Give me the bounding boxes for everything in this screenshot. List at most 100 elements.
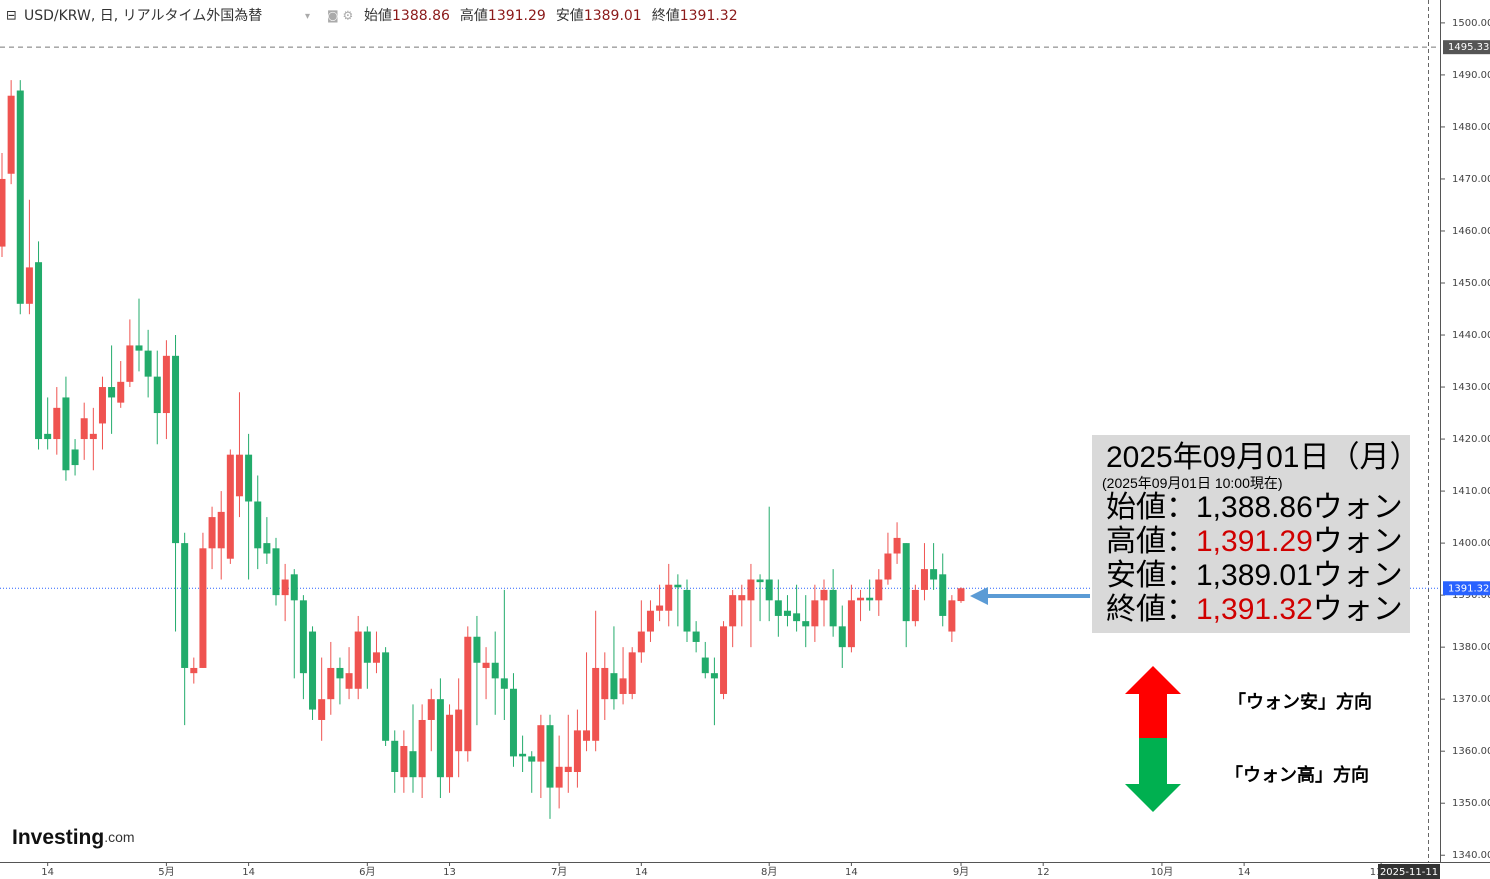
candle-body	[53, 407, 61, 440]
candle-body	[911, 589, 919, 622]
candle-body	[16, 90, 24, 304]
candle-body	[290, 574, 298, 601]
candle-body	[683, 589, 691, 632]
candle-body	[948, 600, 956, 632]
y-tick-label: 1470.00	[1452, 174, 1490, 185]
cursor-date: 2025-11-11	[1380, 867, 1438, 878]
info-value: 1,391.29	[1196, 525, 1313, 558]
candle-body	[701, 657, 709, 674]
candle-body	[720, 626, 728, 694]
info-sep: ：	[1166, 593, 1196, 626]
x-tick-label: 14	[41, 867, 54, 878]
candle-body	[0, 178, 6, 247]
candle-body	[299, 600, 307, 674]
candle-body	[601, 667, 609, 700]
candle-body	[674, 584, 682, 588]
y-tick-label: 1430.00	[1452, 382, 1490, 393]
candle-body	[235, 454, 243, 497]
candle-body	[126, 345, 134, 382]
ohlc-label: 終値	[652, 8, 680, 24]
candle-body	[318, 699, 326, 720]
candle-body	[656, 605, 664, 611]
candle-body	[427, 699, 435, 720]
ohlc-value: 1391.32	[680, 8, 738, 24]
y-tick-label: 1490.00	[1452, 70, 1490, 81]
x-tick-label: 6月	[359, 866, 375, 878]
y-tick-label: 1390.00	[1452, 590, 1490, 601]
candle-body	[774, 600, 782, 616]
candle-body	[409, 751, 417, 778]
candle-body	[573, 730, 581, 773]
candle-body	[692, 631, 700, 642]
x-tick-label: 7月	[551, 866, 567, 878]
candle-body	[920, 569, 928, 590]
candle-body	[820, 589, 828, 601]
candle-body	[546, 725, 554, 788]
candle-body	[391, 740, 399, 773]
info-date: 2025年09月01日（月）	[1106, 441, 1420, 474]
candle-body	[528, 756, 536, 762]
info-row: 安値：1,389.01ウォン	[1106, 559, 1410, 593]
candle-body	[309, 631, 317, 710]
candle-body	[857, 597, 865, 601]
candle-body	[62, 397, 70, 471]
candle-body	[665, 584, 673, 611]
candle-body	[473, 636, 481, 663]
x-tick-label: 5月	[158, 866, 174, 878]
y-tick-label: 1340.00	[1452, 850, 1490, 861]
candle-body	[272, 548, 280, 596]
candle-body	[354, 631, 362, 689]
info-sep: ：	[1166, 559, 1196, 592]
candle-body	[939, 574, 947, 616]
ohlc-label: 安値	[556, 8, 584, 24]
candle-body	[802, 621, 810, 627]
candle-body	[884, 553, 892, 580]
cursor-date-box	[1378, 864, 1440, 879]
candle-body	[729, 595, 737, 627]
candle-body	[327, 667, 335, 700]
candle-body	[930, 569, 938, 580]
candle-body	[153, 376, 161, 414]
ohlc-label: 高値	[460, 7, 488, 24]
candle-body	[446, 714, 454, 778]
candle-body	[117, 381, 125, 403]
candle-body	[519, 753, 527, 757]
candle-body	[765, 579, 773, 601]
candle-body	[738, 595, 746, 601]
info-row: 始値：1,388.86ウォン	[1106, 491, 1410, 525]
candle-body	[80, 418, 88, 440]
candle-body	[957, 588, 965, 602]
y-tick-label: 1420.00	[1452, 434, 1490, 445]
x-tick-label: 8月	[761, 866, 777, 878]
info-sep: ：	[1166, 491, 1196, 524]
candle-body	[199, 548, 207, 668]
x-tick-label: 14	[242, 867, 255, 878]
info-label: 安値	[1106, 559, 1166, 592]
candle-body	[793, 613, 801, 622]
ohlc-value: 1391.29	[488, 8, 546, 24]
candle-body	[747, 579, 755, 601]
y-tick-label: 1380.00	[1452, 642, 1490, 653]
y-tick-label: 1410.00	[1452, 486, 1490, 497]
logo: Investing.com	[12, 826, 135, 849]
candle-body	[89, 433, 97, 440]
candle-body	[811, 600, 819, 627]
candle-body	[628, 652, 636, 694]
high-label-box	[1443, 40, 1490, 55]
candle-body	[217, 511, 225, 549]
info-value: 1,389.01	[1196, 559, 1313, 592]
y-tick-label: 1350.00	[1452, 798, 1490, 809]
y-tick-label: 1400.00	[1452, 538, 1490, 549]
candle-body	[482, 662, 490, 668]
candle-body	[345, 673, 353, 689]
candle-body	[509, 688, 517, 757]
info-sep: ：	[1166, 525, 1196, 558]
ohlc-label: 始値	[364, 8, 392, 24]
candle-body	[108, 387, 116, 398]
info-label: 始値	[1106, 491, 1166, 524]
candle-body	[491, 662, 499, 679]
info-box: 2025年09月01日（月） (2025年09月01日 10:00現在) 始値：…	[1092, 435, 1420, 633]
high-label: 1495.33	[1448, 42, 1489, 53]
candle-body	[564, 766, 572, 773]
